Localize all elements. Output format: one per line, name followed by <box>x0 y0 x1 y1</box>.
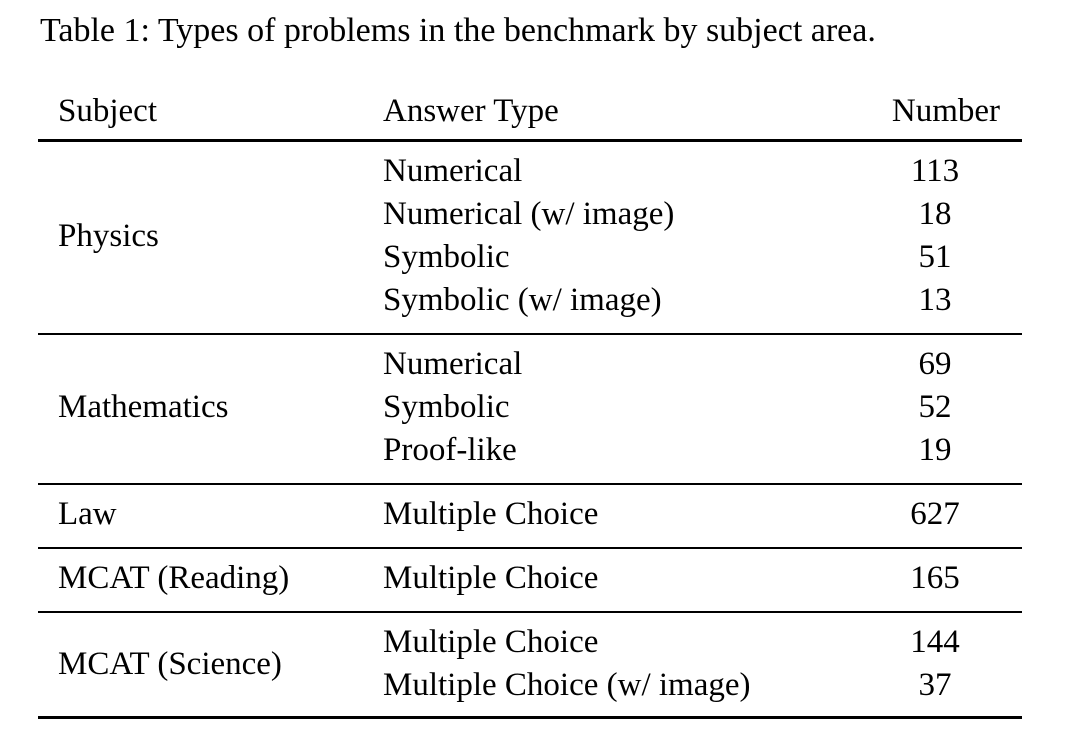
subject-cell: MCAT (Science) <box>58 645 282 682</box>
number-cell: 37 <box>918 667 952 703</box>
answer-type-cell: Multiple Choice <box>383 624 599 660</box>
group-rule <box>38 547 1022 549</box>
answer-type-cell: Numerical <box>383 346 523 382</box>
bottom-rule <box>38 716 1022 719</box>
answer-type-cell: Numerical <box>383 153 523 189</box>
subject-cell: Mathematics <box>58 389 229 425</box>
answer-type-cell: Symbolic (w/ image) <box>383 282 662 318</box>
answer-type-cell: Proof-like <box>383 432 517 468</box>
number-cell: 19 <box>918 432 952 468</box>
answer-type-cell: Multiple Choice <box>383 560 599 596</box>
header-answer-type: Answer Type <box>383 93 559 129</box>
number-cell: 51 <box>918 239 952 275</box>
number-cell: 627 <box>910 496 960 532</box>
number-cell: 144 <box>910 624 960 660</box>
table-caption: Table 1: Types of problems in the benchm… <box>40 12 876 49</box>
header-subject: Subject <box>58 93 157 129</box>
answer-type-cell: Multiple Choice <box>383 496 599 532</box>
header-number: Number <box>891 93 1000 129</box>
answer-type-cell: Symbolic <box>383 239 510 275</box>
number-cell: 165 <box>910 560 960 596</box>
group-rule <box>38 611 1022 613</box>
number-cell: 113 <box>910 153 960 189</box>
group-rule <box>38 483 1022 485</box>
number-cell: 18 <box>918 196 952 232</box>
subject-cell: Physics <box>58 217 159 254</box>
group-rule <box>38 333 1022 335</box>
number-cell: 13 <box>918 282 952 318</box>
header-rule <box>38 139 1022 142</box>
number-cell: 52 <box>918 389 952 425</box>
subject-cell: Law <box>58 496 117 532</box>
number-cell: 69 <box>918 346 952 382</box>
answer-type-cell: Symbolic <box>383 389 510 425</box>
subject-cell: MCAT (Reading) <box>58 560 290 596</box>
answer-type-cell: Multiple Choice (w/ image) <box>383 667 751 703</box>
answer-type-cell: Numerical (w/ image) <box>383 196 675 232</box>
